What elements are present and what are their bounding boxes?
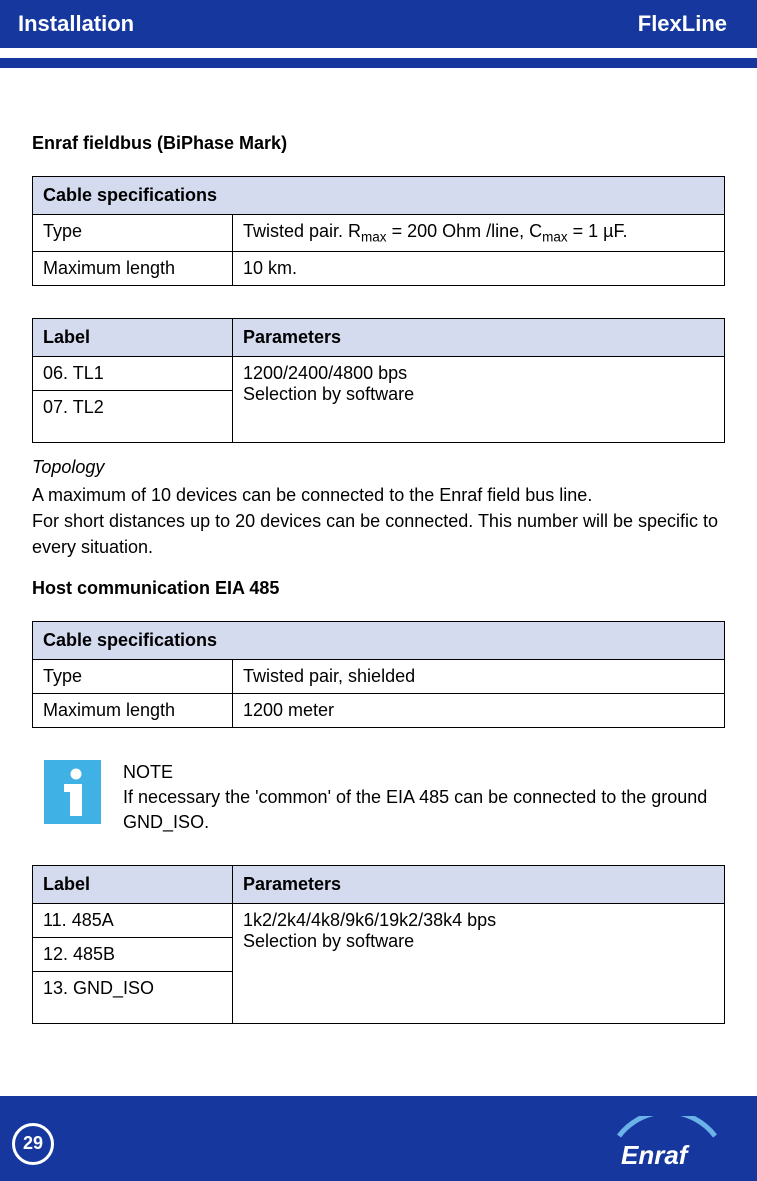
note-label: NOTE — [123, 760, 725, 785]
note-body: If necessary the 'common' of the EIA 485… — [123, 785, 725, 835]
topology-text: A maximum of 10 devices can be connected… — [32, 482, 725, 560]
label-header-2: Label — [33, 866, 233, 904]
footer-stripe — [0, 1096, 757, 1106]
note-text: NOTE If necessary the 'common' of the EI… — [123, 760, 725, 836]
cable-row-value: Twisted pair, shielded — [233, 659, 725, 693]
param-header-1: Parameters — [233, 318, 725, 356]
param-cell: 1k2/2k4/4k8/9k6/19k2/38k4 bps Selection … — [233, 904, 725, 1024]
label-cell: 12. 485B — [33, 938, 233, 972]
label-cell: 11. 485A — [33, 904, 233, 938]
header-left: Installation — [18, 11, 134, 37]
table-row: Maximum length 10 km. — [33, 251, 725, 285]
cable-row-label: Type — [33, 215, 233, 252]
topology-heading: Topology — [32, 457, 725, 478]
label-param-table-1: Label Parameters 06. TL1 1200/2400/4800 … — [32, 318, 725, 443]
section2-heading: Host communication EIA 485 — [32, 578, 725, 599]
param-cell: 1200/2400/4800 bps Selection by software — [233, 356, 725, 442]
info-icon — [44, 760, 101, 824]
cable-row-label: Type — [33, 659, 233, 693]
brand-text: Enraf — [621, 1140, 690, 1170]
label-cell: 07. TL2 — [33, 390, 233, 442]
label-param-table-2: Label Parameters 11. 485A 1k2/2k4/4k8/9k… — [32, 865, 725, 1024]
table-row: 11. 485A 1k2/2k4/4k8/9k6/19k2/38k4 bps S… — [33, 904, 725, 938]
cable-spec-title-2: Cable specifications — [33, 621, 725, 659]
footer-bar: 29 Enraf — [0, 1106, 757, 1181]
page-number-badge: 29 — [12, 1123, 54, 1165]
header-right: FlexLine — [638, 11, 727, 37]
table-row: Type Twisted pair. Rmax = 200 Ohm /line,… — [33, 215, 725, 252]
table-row: 06. TL1 1200/2400/4800 bps Selection by … — [33, 356, 725, 390]
brand-logo: Enraf — [607, 1116, 727, 1172]
table-row: Type Twisted pair, shielded — [33, 659, 725, 693]
param-header-2: Parameters — [233, 866, 725, 904]
page-content: Enraf fieldbus (BiPhase Mark) Cable spec… — [0, 68, 757, 1024]
page-footer: 29 Enraf — [0, 1096, 757, 1181]
section1-heading: Enraf fieldbus (BiPhase Mark) — [32, 133, 725, 154]
table-row: Maximum length 1200 meter — [33, 693, 725, 727]
cable-spec-table-2: Cable specifications Type Twisted pair, … — [32, 621, 725, 728]
cable-row-label: Maximum length — [33, 693, 233, 727]
label-cell: 06. TL1 — [33, 356, 233, 390]
note-block: NOTE If necessary the 'common' of the EI… — [44, 760, 725, 836]
cable-row-value: 1200 meter — [233, 693, 725, 727]
cable-row-value: 10 km. — [233, 251, 725, 285]
header-bar: Installation FlexLine — [0, 0, 757, 48]
label-header-1: Label — [33, 318, 233, 356]
cable-spec-title-1: Cable specifications — [33, 177, 725, 215]
cable-spec-table-1: Cable specifications Type Twisted pair. … — [32, 176, 725, 286]
cable-row-label: Maximum length — [33, 251, 233, 285]
label-cell: 13. GND_ISO — [33, 972, 233, 1024]
cable-row-value: Twisted pair. Rmax = 200 Ohm /line, Cmax… — [233, 215, 725, 252]
header-stripe — [0, 58, 757, 68]
